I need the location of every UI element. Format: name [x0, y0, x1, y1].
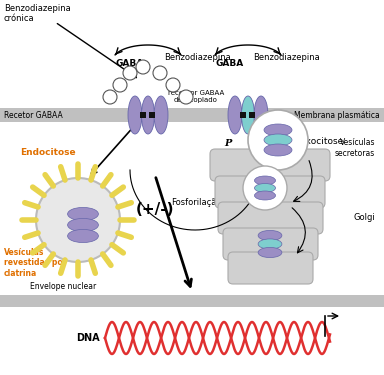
Text: GABA: GABA [116, 59, 144, 68]
FancyBboxPatch shape [210, 149, 330, 181]
Ellipse shape [255, 183, 275, 192]
Text: Envelope nuclear: Envelope nuclear [30, 282, 96, 291]
Text: Benzodiazepina: Benzodiazepina [164, 53, 231, 62]
Circle shape [243, 166, 287, 210]
Text: DNA: DNA [76, 333, 100, 343]
Ellipse shape [68, 230, 98, 243]
Text: (+/-): (+/-) [136, 202, 174, 217]
Ellipse shape [264, 134, 292, 146]
Circle shape [103, 90, 117, 104]
Ellipse shape [255, 176, 275, 185]
Ellipse shape [258, 230, 282, 241]
Text: GABA: GABA [216, 59, 244, 68]
Ellipse shape [254, 96, 268, 134]
Circle shape [153, 66, 167, 80]
Text: Exocitose: Exocitose [300, 138, 343, 147]
Ellipse shape [154, 96, 168, 134]
Text: Fosforilação: Fosforilação [171, 198, 221, 207]
Text: receptor GABAA
desacoplado: receptor GABAA desacoplado [168, 90, 224, 103]
Circle shape [36, 178, 120, 262]
Bar [140, 112, 146, 118]
Text: Benzodiazepina
crónica: Benzodiazepina crónica [4, 4, 71, 23]
Ellipse shape [264, 144, 292, 156]
Circle shape [248, 110, 308, 170]
Circle shape [123, 66, 137, 80]
Circle shape [113, 78, 127, 92]
Bar [0, 295, 384, 307]
Text: Membrana plasmática: Membrana plasmática [294, 111, 380, 120]
Bar [240, 112, 246, 118]
Circle shape [166, 78, 180, 92]
Bar [149, 112, 155, 118]
Ellipse shape [68, 218, 98, 232]
FancyBboxPatch shape [218, 202, 323, 234]
Text: Endocitose: Endocitose [20, 148, 76, 157]
Ellipse shape [141, 96, 154, 134]
Ellipse shape [228, 96, 242, 134]
Ellipse shape [258, 248, 282, 258]
FancyBboxPatch shape [223, 228, 318, 260]
Ellipse shape [264, 124, 292, 136]
Ellipse shape [255, 191, 275, 200]
Ellipse shape [242, 96, 255, 134]
Bar [249, 112, 255, 118]
Text: Benzodiazepina: Benzodiazepina [253, 53, 320, 62]
Text: Golgi: Golgi [353, 213, 375, 222]
Bar [0, 108, 384, 122]
FancyBboxPatch shape [215, 176, 325, 208]
Text: Recetor GABAA: Recetor GABAA [4, 111, 63, 120]
Text: Vesículas
revestidas por
clatrina: Vesículas revestidas por clatrina [4, 248, 66, 278]
Text: Vesículas
secretoras: Vesículas secretoras [335, 138, 375, 158]
Text: P: P [224, 138, 232, 147]
Circle shape [136, 60, 150, 74]
Circle shape [179, 90, 193, 104]
Ellipse shape [128, 96, 142, 134]
Ellipse shape [258, 239, 282, 249]
FancyBboxPatch shape [228, 252, 313, 284]
Ellipse shape [68, 207, 98, 220]
